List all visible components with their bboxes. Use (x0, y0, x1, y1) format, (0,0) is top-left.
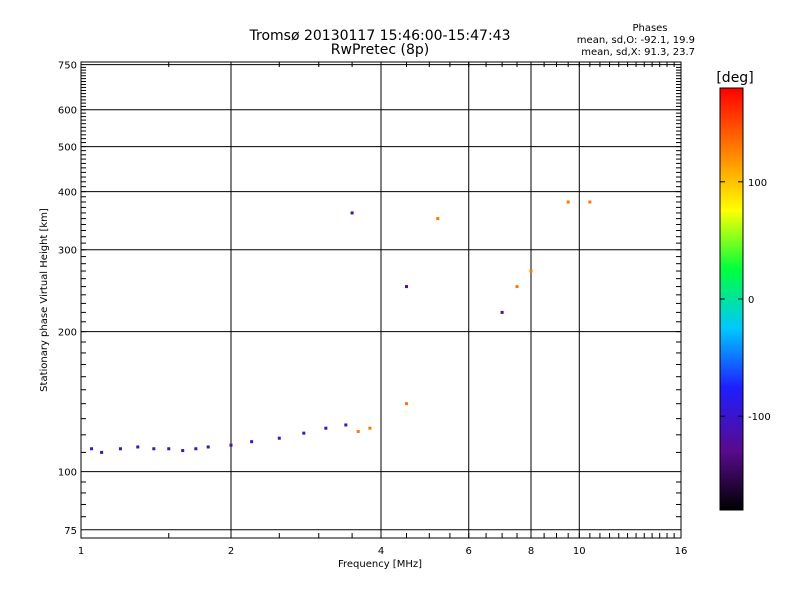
x-tick-label: 6 (466, 546, 472, 557)
chart-subtitle: RwPretec (8p) (331, 42, 429, 58)
x-tick-label: 8 (528, 546, 534, 557)
plot-frame (80, 61, 682, 539)
y-tick-label: 750 (58, 61, 77, 72)
colorbar-label: [deg] (716, 70, 753, 86)
data-point (324, 426, 328, 430)
data-point (181, 449, 185, 453)
legend-line-o: mean, sd,O: -92.1, 19.9 (577, 35, 695, 46)
y-tick-label: 100 (58, 468, 77, 479)
data-point (588, 200, 592, 204)
data-point (356, 429, 360, 433)
data-point (515, 285, 519, 289)
data-point (302, 431, 306, 435)
x-tick-label: 2 (228, 546, 234, 557)
x-tick-label: 4 (378, 546, 384, 557)
x-axis-label: Frequency [MHz] (338, 559, 422, 570)
data-point (100, 450, 104, 454)
data-point (167, 447, 171, 451)
data-point (229, 443, 233, 447)
data-points (90, 200, 592, 454)
colorbar-tick-label: -100 (748, 412, 771, 423)
x-tick-label: 16 (675, 546, 688, 557)
data-point (118, 447, 122, 451)
data-point (404, 402, 408, 406)
legend-title: Phases (632, 23, 667, 34)
data-point (404, 285, 408, 289)
y-axis-label: Stationary phase Virtual Height [km] (39, 208, 50, 392)
legend-line-x: mean, sd,X: 91.3, 23.7 (581, 47, 695, 58)
data-point (206, 445, 210, 449)
axes: 1 2 4 6 8 10 16 75 100 200 300 400 500 600 750 (58, 61, 687, 557)
data-point (368, 426, 372, 430)
y-tick-label: 75 (64, 526, 77, 537)
y-tick-label: 400 (58, 188, 77, 199)
data-point (90, 447, 94, 451)
data-point (152, 447, 156, 451)
data-point (566, 200, 570, 204)
data-point (436, 217, 440, 221)
data-point (350, 211, 354, 215)
data-point (344, 423, 348, 427)
colorbar-tick-label: 100 (748, 178, 767, 189)
colorbar-tick-label: 0 (748, 295, 754, 306)
data-point (250, 440, 254, 444)
data-point (500, 310, 504, 314)
y-tick-label: 300 (58, 246, 77, 257)
chart-title: Tromsø 20130117 15:46:00-15:47:43 (249, 28, 511, 44)
data-point (194, 447, 198, 451)
x-tick-label: 1 (78, 546, 84, 557)
y-tick-label: 200 (58, 328, 77, 339)
x-tick-label: 10 (573, 546, 586, 557)
data-point (277, 436, 281, 440)
colorbar-ticks: 100 0 -100 (720, 178, 771, 423)
grid (81, 62, 681, 538)
y-tick-label: 600 (58, 106, 77, 117)
data-point (136, 445, 140, 449)
y-tick-label: 500 (58, 143, 77, 154)
data-point (529, 269, 533, 273)
